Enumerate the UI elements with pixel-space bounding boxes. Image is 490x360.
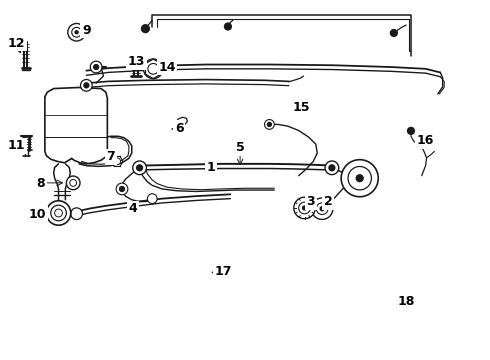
Text: 15: 15 [293,101,310,114]
Circle shape [120,186,124,192]
Text: 12: 12 [8,36,25,50]
Circle shape [94,64,98,69]
Circle shape [72,27,81,37]
Text: 18: 18 [397,296,415,309]
Text: 6: 6 [175,122,183,135]
Circle shape [137,165,143,171]
Circle shape [320,207,324,211]
Circle shape [265,120,274,129]
Circle shape [114,158,121,165]
Circle shape [80,80,92,91]
Circle shape [391,30,397,36]
Circle shape [75,31,78,34]
Circle shape [55,209,62,217]
Text: 5: 5 [236,141,245,154]
Circle shape [147,194,157,203]
Circle shape [70,179,76,186]
Circle shape [116,183,128,195]
Circle shape [311,198,333,220]
Circle shape [303,206,307,210]
Circle shape [329,165,335,171]
Text: 10: 10 [29,208,46,221]
Circle shape [294,197,315,219]
Text: 8: 8 [37,177,45,190]
Circle shape [66,176,80,190]
Circle shape [144,59,163,78]
Circle shape [356,175,363,182]
Text: 3: 3 [307,195,315,208]
Circle shape [142,25,149,32]
Text: 4: 4 [128,202,137,215]
Text: 7: 7 [106,150,115,163]
Text: 16: 16 [417,134,434,147]
Circle shape [133,161,147,175]
Circle shape [84,83,89,88]
Circle shape [341,159,378,197]
Circle shape [325,161,339,175]
Circle shape [51,205,66,221]
Text: 11: 11 [8,139,25,152]
Text: 13: 13 [128,55,146,68]
Text: 2: 2 [323,195,332,208]
Circle shape [148,63,159,74]
Circle shape [408,127,415,134]
Text: 14: 14 [158,60,175,73]
Circle shape [316,203,328,215]
Circle shape [90,61,102,73]
Circle shape [224,23,231,30]
Circle shape [68,23,85,41]
Circle shape [71,208,82,220]
Text: 17: 17 [214,265,232,278]
Circle shape [348,166,371,190]
Circle shape [268,122,271,126]
Text: 1: 1 [206,161,215,174]
Circle shape [299,202,310,214]
Text: 9: 9 [82,24,91,37]
Circle shape [47,201,71,225]
